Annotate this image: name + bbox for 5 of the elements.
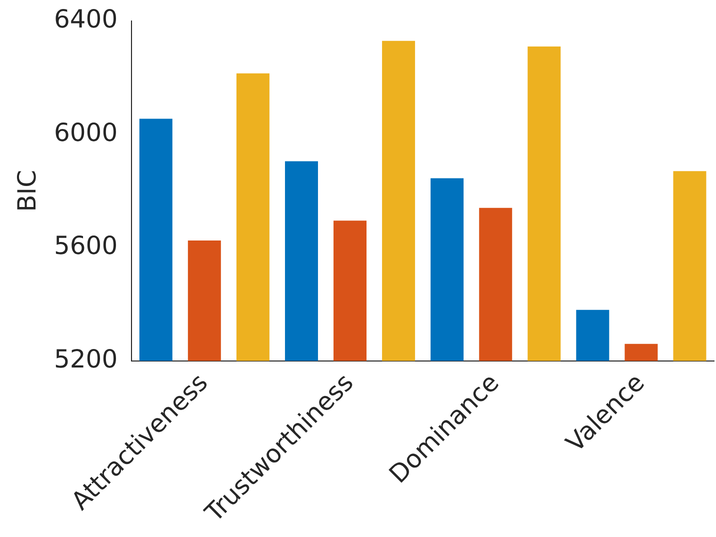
y-axis-title: BIC: [12, 170, 42, 212]
y-tick-label: 5200: [54, 344, 118, 374]
y-tick-label: 6000: [54, 118, 118, 147]
y-tick-label: 6400: [54, 4, 118, 34]
y-tick-label: 5600: [54, 231, 118, 260]
